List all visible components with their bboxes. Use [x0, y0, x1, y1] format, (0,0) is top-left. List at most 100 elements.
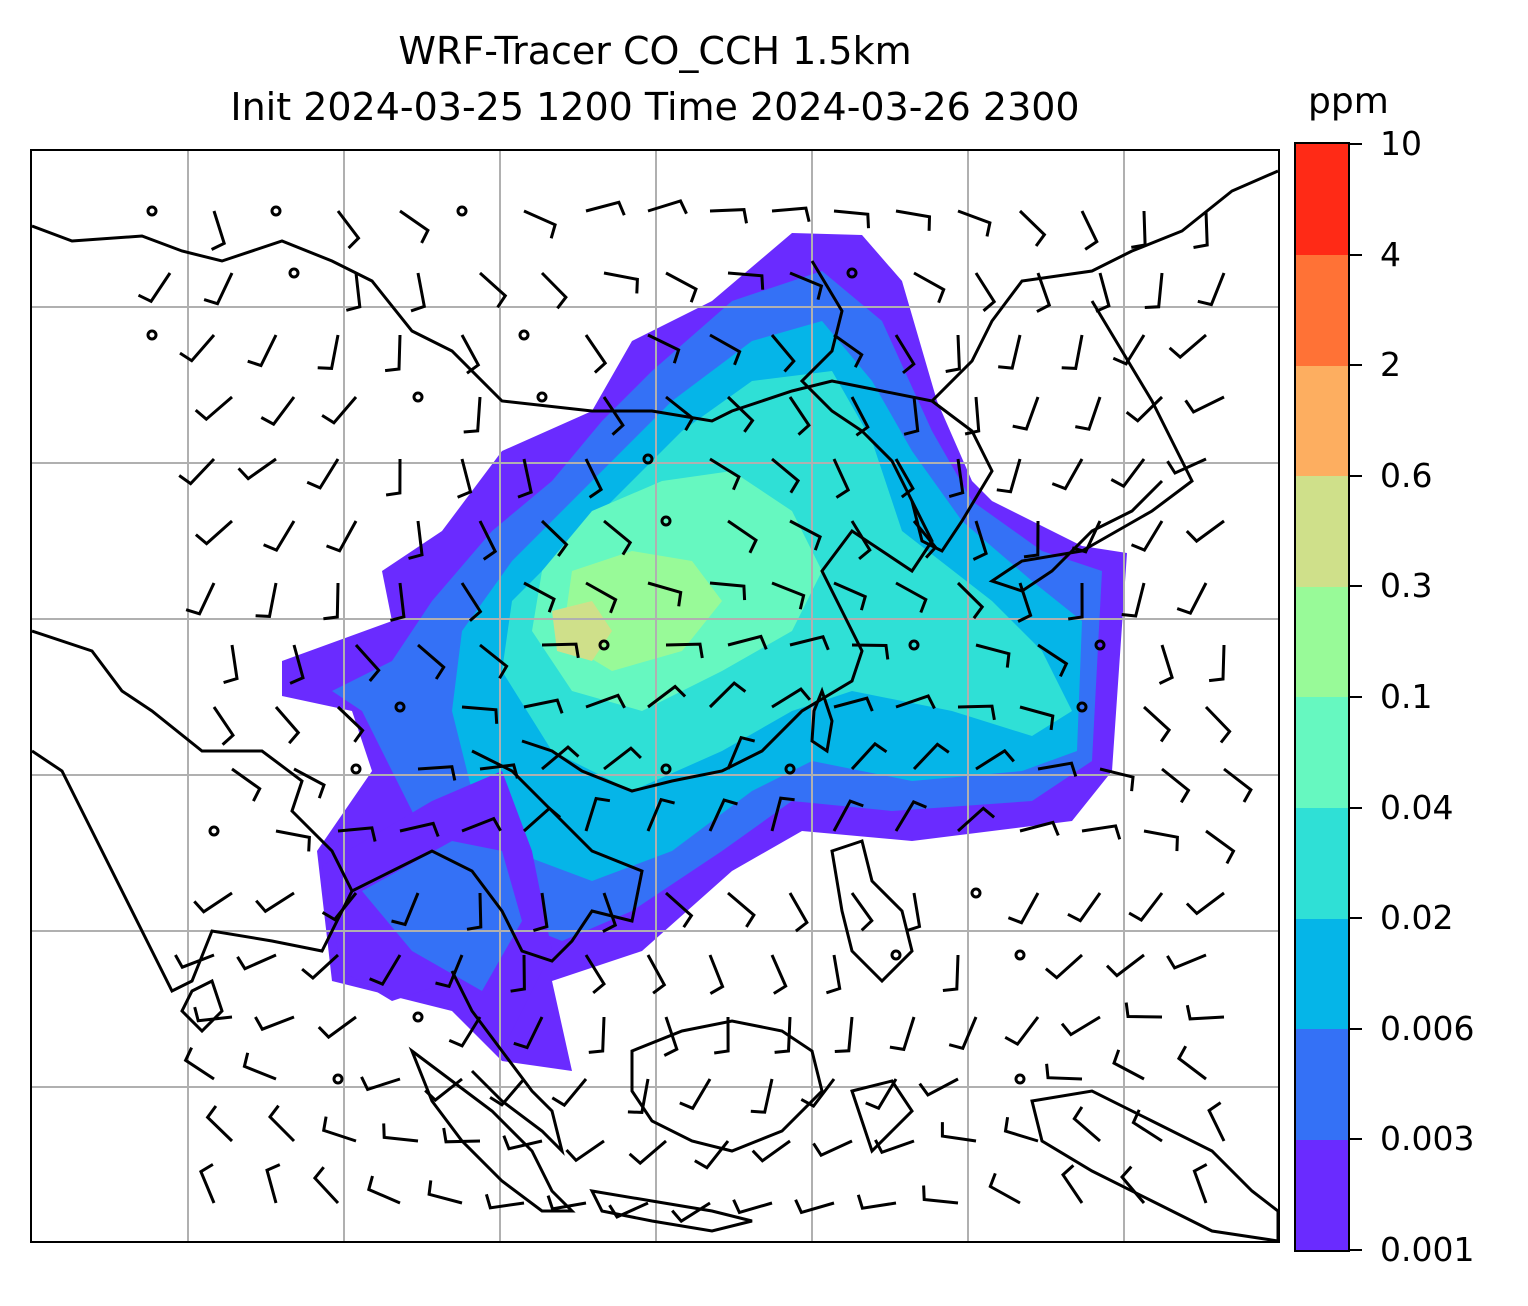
- wind-barb: [584, 796, 611, 832]
- colorbar-tick-mark: [1350, 806, 1362, 809]
- wind-barb: [460, 582, 483, 622]
- wind-barb: [541, 642, 580, 659]
- calm-wind-marker: [456, 205, 468, 217]
- calm-wind-marker: [846, 267, 858, 279]
- wind-barb: [663, 1016, 679, 1057]
- calm-wind-marker: [1094, 639, 1106, 651]
- wind-barb: [337, 826, 377, 842]
- colorbar-segment: [1296, 254, 1348, 366]
- wind-barb: [903, 396, 920, 436]
- wind-barb: [289, 644, 305, 685]
- wind-barb: [510, 954, 526, 993]
- wind-barb: [1192, 1163, 1208, 1204]
- wind-barb: [236, 953, 277, 971]
- wind-barb: [1131, 210, 1147, 249]
- wind-barb: [628, 1139, 667, 1166]
- colorbar-tick-label: 0.006: [1380, 1008, 1475, 1048]
- wind-barb: [1012, 396, 1040, 431]
- wind-barb: [1099, 767, 1135, 792]
- wind-barb: [254, 1015, 295, 1032]
- wind-barb: [709, 333, 742, 366]
- calm-wind-marker: [350, 763, 362, 775]
- wind-barb: [399, 209, 430, 244]
- wind-barb: [523, 581, 556, 613]
- wind-barb: [205, 1105, 234, 1143]
- colorbar-tick-mark: [1350, 1249, 1362, 1251]
- wind-barb: [1023, 520, 1040, 559]
- wind-barb: [435, 954, 464, 989]
- wind-barb: [442, 1127, 481, 1144]
- wind-barb: [588, 1016, 606, 1054]
- wind-barb: [1044, 953, 1084, 980]
- wind-barb: [137, 272, 172, 304]
- wind-barb: [833, 696, 874, 712]
- wind-barb: [1110, 458, 1146, 489]
- wind-barb: [727, 891, 756, 928]
- wind-barb: [812, 1139, 853, 1158]
- colorbar-tick-label: 0.1: [1380, 677, 1433, 716]
- wind-barb: [603, 519, 633, 556]
- chart-title-line-1: WRF-Tracer CO_CCH 1.5km: [398, 29, 912, 73]
- wind-barb: [850, 520, 872, 561]
- wind-barb: [988, 1172, 1021, 1205]
- wind-barb: [265, 1163, 281, 1204]
- wind-barb: [603, 746, 642, 771]
- wind-barb: [293, 767, 326, 799]
- calm-wind-marker: [208, 825, 220, 837]
- wind-barb: [275, 829, 311, 852]
- wind-barb: [727, 519, 758, 554]
- wind-barb: [1197, 272, 1226, 307]
- wind-barb: [448, 1016, 482, 1048]
- wind-barb: [369, 954, 402, 986]
- calm-wind-marker: [660, 515, 672, 527]
- wind-barb: [523, 806, 562, 833]
- wind-barb: [1185, 519, 1225, 544]
- map-canvas: [32, 151, 1278, 1241]
- calm-wind-marker: [288, 267, 300, 279]
- colorbar-tick-mark: [1350, 364, 1362, 367]
- wind-barb: [895, 209, 932, 231]
- wind-barb: [1003, 1116, 1039, 1143]
- wind-barb: [460, 334, 481, 375]
- wind-barb: [975, 748, 1015, 771]
- calm-wind-marker: [536, 391, 548, 403]
- colorbar-tick-mark: [1350, 696, 1362, 698]
- wind-barb: [1204, 705, 1232, 744]
- wind-barb: [1131, 1109, 1163, 1143]
- coastline-borneo: [630, 1019, 824, 1153]
- colorbar-tick-label: 0.003: [1380, 1119, 1475, 1159]
- wind-barbs: [137, 199, 1253, 1224]
- wind-barb: [399, 821, 440, 838]
- wind-barb: [998, 334, 1022, 370]
- wind-barb: [1072, 1106, 1101, 1143]
- wind-barb: [833, 209, 870, 229]
- wind-barb: [479, 763, 519, 779]
- wind-barb: [889, 1016, 916, 1052]
- wind-barb: [751, 1139, 791, 1163]
- wind-barb: [647, 333, 681, 364]
- wind-barb: [996, 458, 1022, 494]
- wind-barb: [647, 684, 687, 709]
- wind-barb: [913, 271, 946, 304]
- wind-barb: [255, 582, 278, 618]
- calm-wind-marker: [890, 949, 902, 961]
- wind-barb: [788, 892, 809, 933]
- wind-barb: [788, 396, 811, 436]
- coastline-sulawesi: [850, 1079, 914, 1154]
- wind-barb: [1067, 582, 1084, 621]
- wind-barb: [940, 1122, 977, 1143]
- wind-barb: [585, 581, 618, 614]
- wind-barb: [584, 954, 606, 995]
- colorbar-segment: [1296, 144, 1348, 255]
- wind-barb: [972, 520, 988, 561]
- wind-barb: [1061, 1164, 1084, 1204]
- wind-barb: [194, 395, 233, 422]
- plume-level-7: [552, 601, 612, 661]
- calm-wind-marker: [146, 205, 158, 217]
- wind-barb: [274, 706, 301, 745]
- wind-barb: [247, 334, 278, 368]
- wind-barb: [551, 1078, 588, 1108]
- wind-barb: [193, 891, 233, 914]
- wind-barb: [665, 642, 704, 659]
- wind-barb: [479, 643, 509, 680]
